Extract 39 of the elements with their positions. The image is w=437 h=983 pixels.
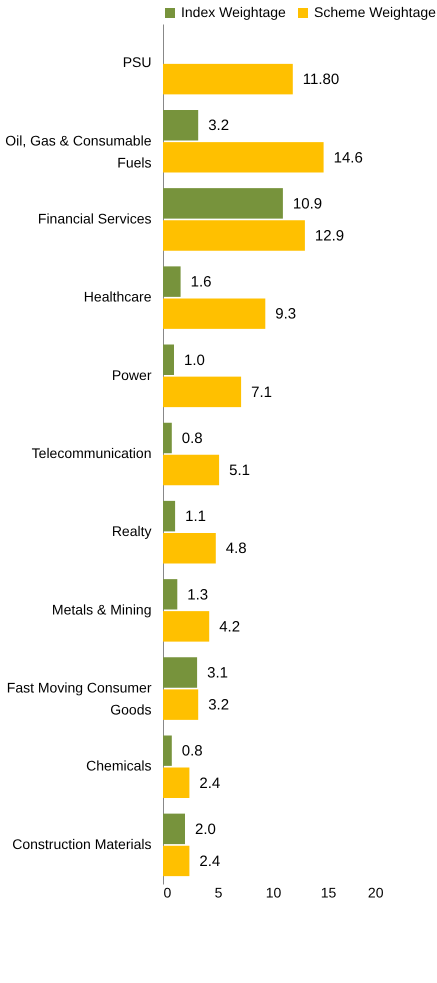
x-tick-label: 0 — [164, 884, 172, 900]
data-label: 4.8 — [226, 540, 247, 558]
data-label: 11.80 — [302, 71, 340, 88]
data-label: 3.2 — [208, 117, 230, 134]
y-tick-label: Metals & Mining — [52, 601, 152, 618]
data-label: 0.8 — [182, 742, 203, 760]
legend-label: Index Weightage — [181, 4, 286, 20]
y-tick-label: Realty — [112, 523, 152, 540]
data-label: 7.1 — [251, 384, 272, 401]
y-tick-label: Construction Materials — [12, 836, 152, 852]
data-label: 1.1 — [185, 508, 206, 526]
legend-label: Scheme Weightage — [314, 4, 436, 20]
y-tick-label: Chemicals — [86, 758, 152, 774]
y-tick-label: Healthcare — [84, 288, 152, 305]
data-label: 5.1 — [229, 462, 250, 480]
data-label: 14.6 — [334, 149, 363, 166]
y-tick-label: Power — [112, 366, 152, 383]
data-label: 1.6 — [190, 274, 212, 291]
data-label: 4.2 — [219, 618, 240, 636]
y-tick-label: PSU — [122, 54, 152, 70]
data-label: 1.3 — [187, 586, 208, 604]
data-label: 3.2 — [208, 696, 230, 714]
x-tick-label: 5 — [214, 884, 223, 900]
data-label: 2.4 — [199, 852, 220, 870]
data-label: 9.3 — [275, 306, 296, 323]
data-label: 2.0 — [195, 820, 216, 838]
y-tick-label: Telecommunication — [32, 445, 152, 461]
y-tick-label: Fast Moving Consumer Goods — [6, 680, 152, 718]
data-label: 10.9 — [292, 195, 322, 212]
data-label: 2.4 — [199, 774, 220, 792]
x-tick-label: 10 — [266, 884, 282, 900]
y-tick-label: Oil, Gas & Consumable Fuels — [5, 132, 152, 170]
x-tick-label: 15 — [320, 884, 336, 900]
data-label: 3.1 — [207, 664, 228, 682]
data-label: 12.9 — [314, 227, 344, 244]
y-tick-label: Financial Services — [38, 210, 152, 226]
data-label: 0.8 — [182, 430, 203, 447]
data-label: 1.0 — [184, 352, 205, 369]
x-tick-label: 20 — [368, 884, 384, 900]
